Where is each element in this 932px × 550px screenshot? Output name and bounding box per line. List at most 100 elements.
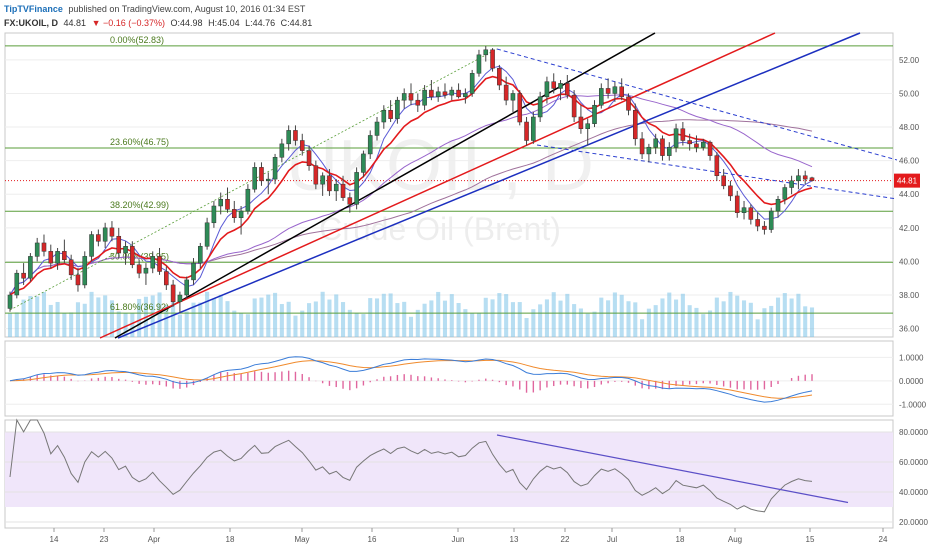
candle-body (252, 167, 257, 190)
x-tick-label: Apr (148, 535, 161, 544)
candle-body (721, 175, 726, 187)
candle-body (734, 195, 740, 213)
y-tick-label: 38.00 (899, 291, 920, 300)
volume-bar (395, 303, 400, 337)
volume-bar (109, 300, 114, 337)
candle-body (809, 177, 815, 181)
publisher-name[interactable]: TipTVFinance (4, 4, 63, 14)
symbol-label[interactable]: FX:UKOIL, D (4, 18, 58, 28)
candle-body (381, 110, 387, 123)
volume-bar (198, 302, 203, 337)
channel-upper (496, 48, 898, 161)
candle-body (123, 246, 128, 254)
volume-bar (82, 303, 87, 337)
volume-bar (14, 312, 19, 337)
candle-body (531, 116, 536, 141)
volume-bar (320, 291, 325, 337)
volume-bar (266, 294, 271, 337)
x-tick-label: Aug (728, 535, 742, 544)
volume-bar (667, 292, 672, 337)
volume-bar (361, 314, 366, 337)
volume-bar (300, 310, 305, 337)
volume-bar (130, 313, 135, 337)
x-tick-label: 18 (226, 535, 235, 544)
candle-body (286, 130, 291, 145)
volume-bar (89, 291, 94, 337)
main-pane[interactable]: 0.00%(52.83)23.60%(46.75)38.20%(42.99)50… (4, 32, 898, 529)
candle-body (14, 272, 20, 296)
trendline-red (99, 32, 776, 339)
last-price: 44.81 (64, 18, 87, 28)
rsi-band (5, 432, 893, 507)
volume-bar (755, 319, 760, 337)
rsi-tick-label: 20.0000 (899, 518, 928, 527)
candle-body (164, 271, 169, 286)
watermark-symbol: UKOIL, D (286, 126, 594, 206)
volume-bar (674, 299, 679, 337)
volume-bar (626, 301, 631, 337)
volume-bar (252, 298, 257, 337)
volume-bar (572, 304, 577, 337)
candle-body (517, 93, 523, 123)
y-tick-label: 44.00 (899, 190, 920, 199)
x-tick-label: 18 (676, 535, 685, 544)
volume-bar (171, 301, 176, 337)
volume-bar (640, 319, 645, 337)
volume-bar (449, 294, 454, 337)
fib-level-label: 0.00%(52.83) (110, 35, 164, 45)
macd-signal-line (9, 359, 813, 399)
volume-bar (48, 304, 53, 337)
candle-body (415, 99, 421, 106)
volume-bar (62, 313, 67, 337)
y-tick-label: 46.00 (899, 157, 920, 166)
volume-bar (415, 309, 420, 337)
volume-bar (504, 294, 509, 337)
x-tick-label: May (294, 535, 309, 544)
candle-body (707, 141, 713, 156)
x-tick-label: 22 (561, 535, 570, 544)
low-value: L:44.76 (245, 18, 275, 28)
candle-body (449, 89, 455, 96)
x-tick-label: Jun (452, 535, 465, 544)
candle-body (558, 83, 563, 89)
volume-bar (41, 292, 47, 337)
volume-bar (259, 297, 264, 337)
volume-bar (347, 309, 352, 337)
macd-tick-label: 0.0000 (899, 377, 924, 386)
volume-bar (7, 313, 13, 337)
volume-bar (218, 294, 223, 337)
volume-bar (470, 313, 475, 337)
volume-bar (599, 297, 604, 337)
last-price-tag (894, 173, 920, 188)
macd-pane[interactable] (5, 356, 893, 405)
candle-body (646, 146, 652, 155)
candle-body (184, 279, 190, 296)
candle-body (327, 175, 332, 192)
rsi-pane[interactable] (5, 418, 893, 523)
candle-body (62, 251, 67, 260)
candle-body (333, 183, 339, 192)
time-axis[interactable]: 14 23 Apr 18 May 16 Jun 13 22 Jul 18 Aug 15 24 (50, 528, 888, 544)
volume-bar (354, 313, 359, 337)
volume-bar (694, 307, 699, 337)
candle-body (748, 207, 754, 220)
candle-body (231, 209, 237, 219)
volume-bar (327, 299, 332, 337)
candle-body (456, 89, 461, 98)
candle-body (279, 143, 285, 158)
volume-bar (708, 310, 713, 337)
candle-body (802, 175, 808, 180)
volume-bar (239, 312, 244, 337)
candle-body (82, 256, 88, 286)
volume-bar (286, 301, 291, 337)
price-axis[interactable]: 36.00 38.00 40.00 42.00 44.00 46.00 48.00 50.00… (894, 56, 928, 527)
candle-body (320, 175, 325, 185)
pane-border (4, 32, 894, 338)
candle-body (259, 167, 264, 182)
macd-line (9, 356, 813, 403)
volume-bar (544, 299, 549, 337)
x-tick-label: 23 (100, 535, 109, 544)
candle-body (198, 246, 203, 264)
volume-bar (55, 301, 60, 337)
